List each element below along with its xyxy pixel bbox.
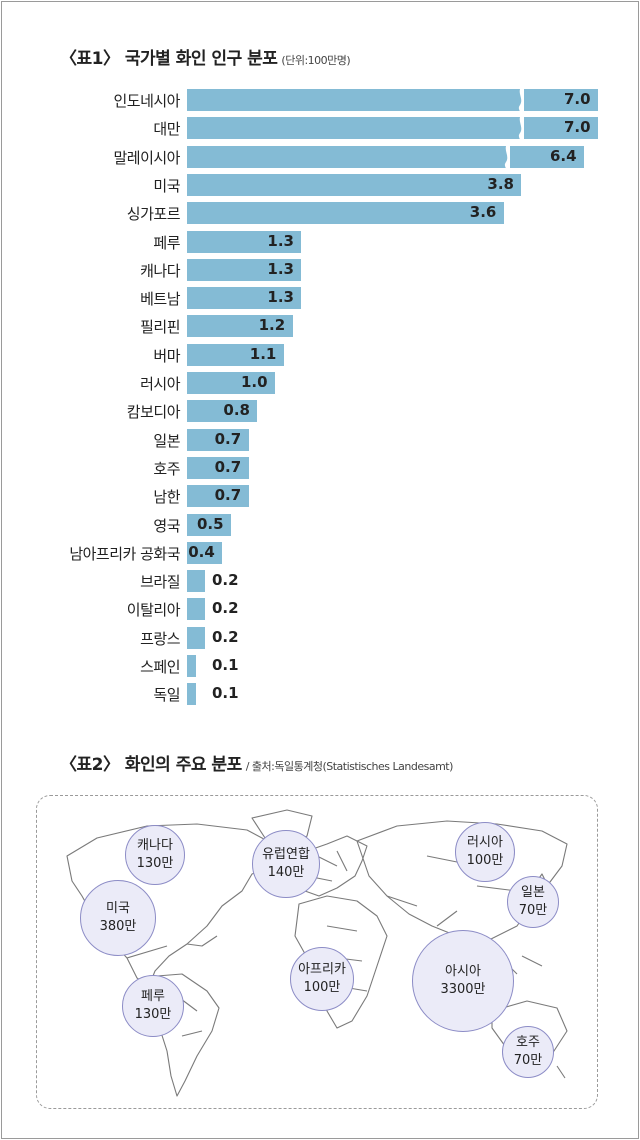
bubble-japan: 일본 70만 <box>507 876 559 928</box>
bar-value-label: 1.1 <box>249 344 277 363</box>
bar-value-label: 3.6 <box>469 203 497 222</box>
bar <box>187 89 598 111</box>
axis-break-mark <box>518 115 524 142</box>
bar-value-label: 0.7 <box>214 457 242 476</box>
bar <box>187 315 293 338</box>
bar-label: 캄보디아 <box>126 403 181 422</box>
bar <box>187 655 196 677</box>
chart2-source: / 출처:독일통계청(Statistisches Landesamt) <box>245 760 454 773</box>
bar <box>187 287 302 310</box>
bubble-asia: 아시아 3300만 <box>412 930 514 1032</box>
bar <box>187 145 584 168</box>
bar-label: 남한 <box>153 488 180 507</box>
axis-break-mark <box>504 143 510 170</box>
bar-value-label: 1.0 <box>241 373 268 391</box>
bar <box>187 173 522 196</box>
chart1-unit: (단위:100만명) <box>281 54 351 67</box>
bar-label: 이탈리아 <box>126 601 181 620</box>
bar <box>187 626 205 649</box>
bar-value-label: 7.0 <box>564 118 591 137</box>
bar-label: 싱가포르 <box>126 205 181 224</box>
bar-label: 페루 <box>153 233 180 252</box>
bar-value-label: 0.1 <box>212 684 239 703</box>
bar <box>187 513 231 536</box>
axis-break-mark <box>518 87 524 113</box>
bar-value-label: 0.7 <box>214 429 242 448</box>
bar-value-label: 7.0 <box>564 90 591 108</box>
bubble-canada: 캐나다 130만 <box>125 825 185 885</box>
bar <box>187 372 275 394</box>
bar-value-label: 0.7 <box>214 486 242 505</box>
bar-label: 남아프리카 공화국 <box>69 544 180 563</box>
bar-label: 필리핀 <box>140 318 180 337</box>
bubble-australia: 호주 70만 <box>502 1026 554 1078</box>
bar-value-label: 1.3 <box>267 231 294 250</box>
bar-label: 베트남 <box>140 290 180 309</box>
bar-value-label: 0.1 <box>212 656 239 674</box>
bar <box>187 570 205 593</box>
bar <box>187 400 258 423</box>
bar-label: 버마 <box>153 346 180 365</box>
bar-label: 인도네시아 <box>113 92 180 110</box>
bar <box>187 683 196 706</box>
bar-label: 영국 <box>153 516 180 535</box>
bar <box>187 541 223 564</box>
bubble-peru: 페루 130만 <box>122 975 184 1037</box>
bar-label: 일본 <box>153 431 180 450</box>
bar <box>187 117 598 140</box>
bar-label: 말레이시아 <box>113 148 180 167</box>
bar-label: 호주 <box>153 459 180 478</box>
bar <box>187 258 302 281</box>
bubble-russia: 러시아 100만 <box>455 822 515 882</box>
bar-value-label: 1.3 <box>267 288 294 307</box>
bar <box>187 456 249 479</box>
chart2-title: 〈표2〉 화인의 주요 분포 / 출처:독일통계청(Statistisches L… <box>60 755 454 775</box>
bar <box>187 428 249 451</box>
bar-value-label: 0.2 <box>212 599 239 618</box>
bar-label: 스페인 <box>140 658 180 676</box>
bar-value-label: 3.8 <box>487 174 514 193</box>
bar-value-label: 0.8 <box>223 401 250 420</box>
bar <box>187 485 249 508</box>
bar-value-label: 0.2 <box>212 571 239 590</box>
bar-value-label: 6.4 <box>550 146 577 165</box>
bar-value-label: 0.5 <box>197 514 224 533</box>
bar-label: 러시아 <box>140 375 180 393</box>
bar-label: 미국 <box>153 176 180 195</box>
bar-label: 캐나다 <box>140 261 180 280</box>
chart1-title: 〈표1〉 국가별 화인 인구 분포 (단위:100만명) <box>60 49 351 69</box>
bar <box>187 202 504 225</box>
bar-value-label: 1.2 <box>258 316 286 335</box>
bar <box>187 230 302 253</box>
bubble-africa: 아프리카 100만 <box>290 947 354 1011</box>
bar-value-label: 1.3 <box>267 259 294 278</box>
bar-label: 프랑스 <box>140 629 180 648</box>
bar-value-label: 0.2 <box>212 627 239 646</box>
bar-label: 브라질 <box>140 573 180 592</box>
bar-label: 대만 <box>153 120 180 139</box>
bar <box>187 343 284 366</box>
bar-value-label: 0.4 <box>188 542 215 561</box>
bubble-usa: 미국 380만 <box>80 880 156 956</box>
bar-label: 독일 <box>153 686 180 705</box>
bar <box>187 598 205 621</box>
bubble-eu: 유럽연합 140만 <box>252 830 320 898</box>
